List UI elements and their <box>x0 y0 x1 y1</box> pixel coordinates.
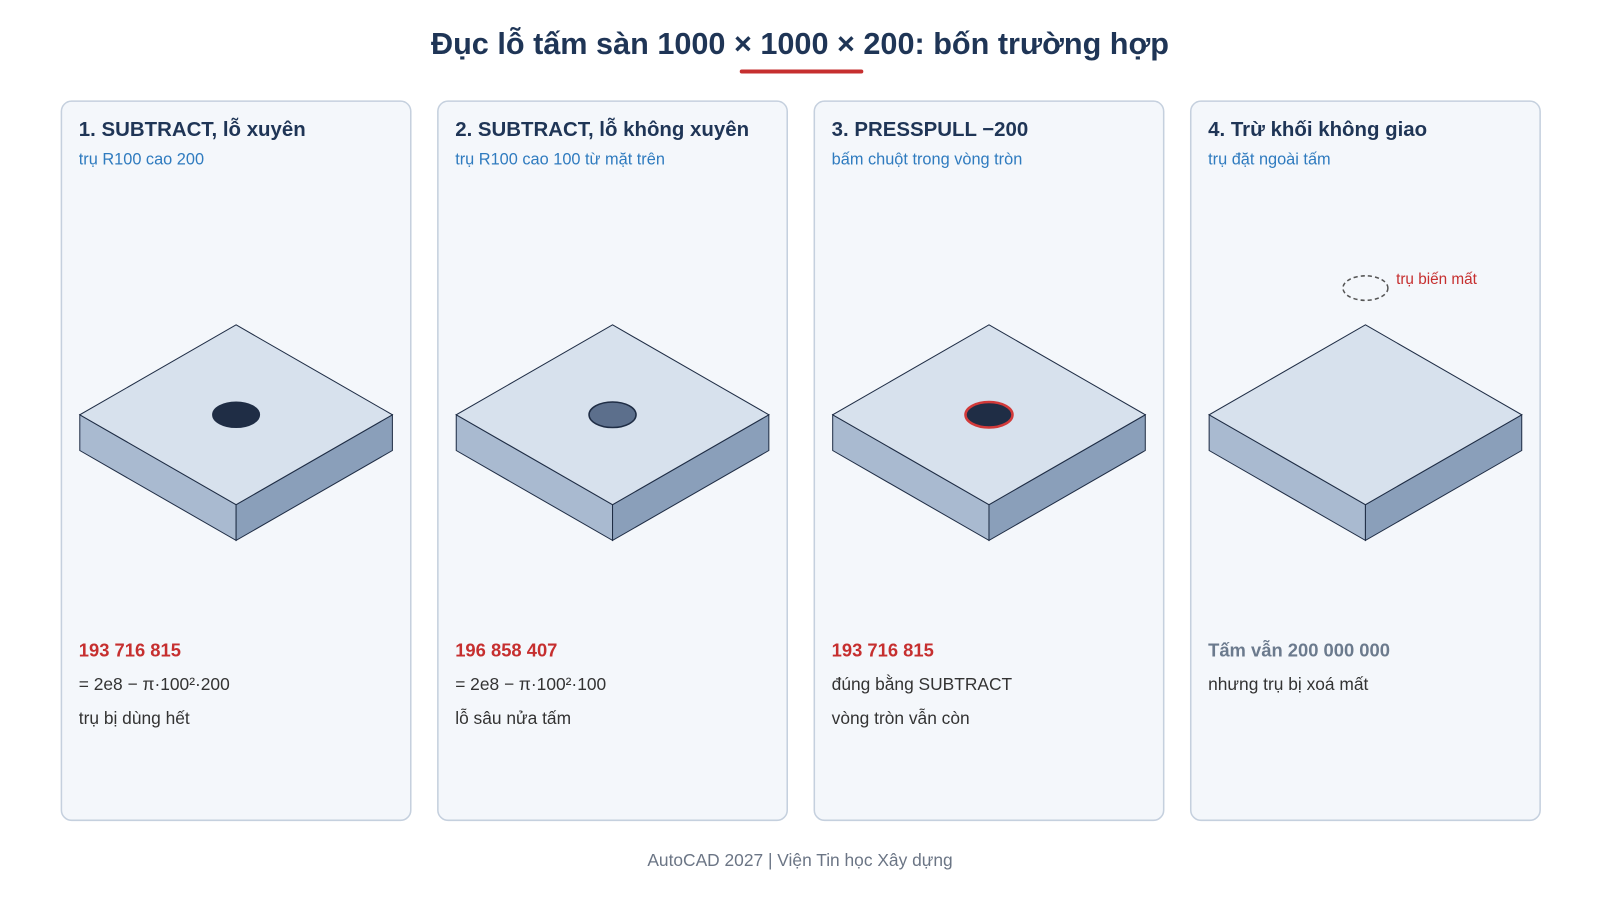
panel-title: 1. SUBTRACT, lỗ xuyên <box>79 117 306 141</box>
result: 196 858 407 <box>455 640 557 661</box>
note: vòng tròn vẫn còn <box>832 708 970 728</box>
panel-subtitle: trụ đặt ngoài tấm <box>1208 151 1331 169</box>
panel-subtitle: trụ R100 cao 200 <box>79 151 204 169</box>
panel-subtitle: bấm chuột trong vòng tròn <box>832 151 1023 169</box>
hole <box>964 400 1014 429</box>
removed-cylinder <box>1342 275 1389 302</box>
hole <box>588 401 637 429</box>
slab-top <box>1208 324 1523 506</box>
panel-title: 2. SUBTRACT, lỗ không xuyên <box>455 117 749 141</box>
result: 193 716 815 <box>832 640 934 661</box>
panel-title: 3. PRESSPULL −200 <box>832 119 1029 141</box>
note: = 2e8 − π·100²·100 <box>455 674 606 694</box>
note: nhưng trụ bị xoá mất <box>1208 674 1368 694</box>
footer: AutoCAD 2027 | Viện Tin học Xây dựng <box>647 850 952 870</box>
result: 193 716 815 <box>79 640 181 661</box>
panel-subtitle: trụ R100 cao 100 từ mặt trên <box>455 151 665 169</box>
panel-title: 4. Trừ khối không giao <box>1208 119 1427 141</box>
annotation: trụ biến mất <box>1396 271 1478 288</box>
note: đúng bằng SUBTRACT <box>832 674 1013 694</box>
hole <box>212 401 261 429</box>
result: Tấm vẫn 200 000 000 <box>1208 640 1390 661</box>
title: Đục lỗ tấm sàn 1000 × 1000 × 200: bốn tr… <box>431 26 1169 61</box>
note: = 2e8 − π·100²·200 <box>79 674 230 694</box>
note: trụ bị dùng hết <box>79 708 190 728</box>
note: lỗ sâu nửa tấm <box>455 708 571 728</box>
